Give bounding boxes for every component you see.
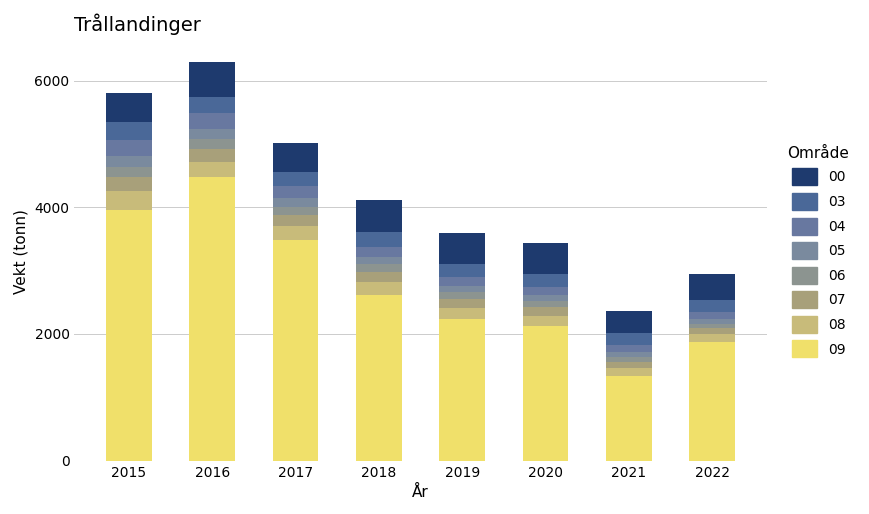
Bar <box>106 177 151 191</box>
Bar <box>439 277 485 286</box>
Bar <box>189 97 235 114</box>
Bar <box>272 198 318 207</box>
Bar <box>355 295 401 461</box>
Bar <box>522 274 567 287</box>
Bar <box>106 168 151 177</box>
Bar <box>606 345 651 352</box>
Bar <box>688 328 734 334</box>
Bar <box>189 177 235 461</box>
Bar <box>272 215 318 226</box>
Bar <box>606 352 651 357</box>
Bar <box>189 139 235 149</box>
Bar <box>606 310 651 333</box>
Bar <box>688 334 734 342</box>
Bar <box>189 161 235 177</box>
Bar <box>439 319 485 461</box>
Bar <box>106 210 151 461</box>
Bar <box>522 287 567 295</box>
Bar <box>189 114 235 128</box>
Bar <box>522 295 567 301</box>
Bar <box>355 264 401 272</box>
Bar <box>606 376 651 461</box>
Bar <box>355 272 401 282</box>
Bar <box>272 187 318 198</box>
Bar <box>189 62 235 97</box>
Legend: 00, 03, 04, 05, 06, 07, 08, 09: 00, 03, 04, 05, 06, 07, 08, 09 <box>779 139 855 364</box>
Bar <box>106 191 151 210</box>
Bar <box>189 128 235 139</box>
Bar <box>355 256 401 264</box>
Bar <box>106 122 151 140</box>
Bar <box>272 207 318 215</box>
Bar <box>272 172 318 187</box>
Bar <box>106 93 151 122</box>
Bar <box>355 232 401 247</box>
Bar <box>439 232 485 264</box>
Bar <box>606 368 651 376</box>
Bar <box>688 274 734 300</box>
Bar <box>522 326 567 461</box>
X-axis label: År: År <box>412 485 428 500</box>
Bar <box>355 200 401 232</box>
Y-axis label: Vekt (tonn): Vekt (tonn) <box>14 209 29 294</box>
Bar <box>688 319 734 323</box>
Bar <box>688 342 734 461</box>
Bar <box>522 316 567 326</box>
Bar <box>272 142 318 172</box>
Bar <box>355 247 401 256</box>
Bar <box>688 323 734 328</box>
Bar <box>606 333 651 345</box>
Bar <box>106 140 151 156</box>
Bar <box>522 243 567 274</box>
Bar <box>106 156 151 168</box>
Bar <box>439 292 485 299</box>
Bar <box>522 301 567 307</box>
Bar <box>189 149 235 161</box>
Bar <box>522 307 567 316</box>
Bar <box>439 286 485 292</box>
Bar <box>688 300 734 313</box>
Bar <box>606 357 651 362</box>
Bar <box>355 282 401 295</box>
Bar <box>439 299 485 308</box>
Bar <box>272 240 318 461</box>
Bar <box>606 362 651 368</box>
Bar <box>272 226 318 240</box>
Text: Trållandinger: Trållandinger <box>75 14 201 35</box>
Bar <box>439 264 485 277</box>
Bar <box>688 313 734 319</box>
Bar <box>439 308 485 319</box>
